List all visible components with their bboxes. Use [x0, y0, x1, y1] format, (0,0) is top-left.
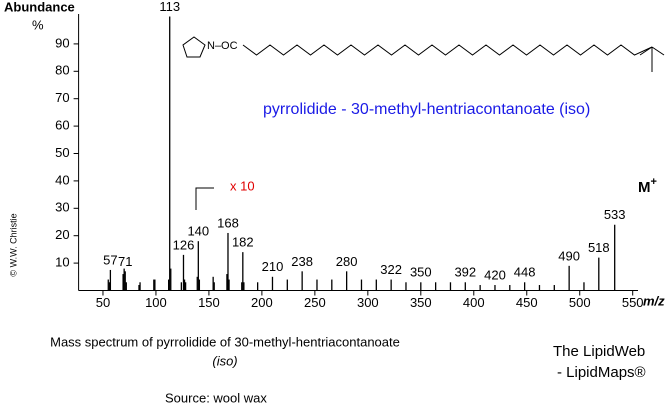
peak-label: 113 [159, 0, 180, 14]
molecular-ion: M+ [638, 176, 657, 196]
caption-line1: Mass spectrum of pyrrolidide of 30-methy… [50, 334, 400, 349]
branch [639, 46, 653, 56]
x-tick-label: 200 [251, 295, 273, 310]
y-tick-label: 80 [55, 63, 69, 78]
peak-label: 57 [103, 252, 117, 267]
peak-label: 126 [173, 237, 195, 252]
m-sup: + [651, 176, 657, 188]
chain [242, 44, 653, 56]
peak-label: 322 [380, 262, 402, 277]
x-tick-label: 350 [410, 295, 432, 310]
x-tick-label: 450 [516, 295, 538, 310]
x-tick-label: 50 [96, 295, 110, 310]
scale-note: x 10 [230, 178, 255, 193]
source: Source: wool wax [165, 390, 267, 405]
peak-label: 238 [291, 254, 313, 269]
chart-title: pyrrolidide - 30-methyl-hentriacontanoat… [263, 101, 590, 118]
scale-bracket [195, 187, 214, 210]
caption-line2: (iso) [212, 353, 237, 368]
peak-label: 490 [558, 248, 580, 263]
peak-label: 518 [588, 240, 610, 255]
y-tick-label: 20 [55, 227, 69, 242]
y-tick-label: 70 [55, 90, 69, 105]
y-tick-label: 30 [55, 200, 69, 215]
peak-label: 448 [514, 265, 536, 280]
structure: N–OC [182, 36, 653, 58]
y-tick-label: 10 [55, 255, 69, 270]
x-tick-label: 150 [198, 295, 220, 310]
m-text: M [638, 179, 651, 196]
x-tick-label: 250 [304, 295, 326, 310]
x-tick-label: 300 [357, 295, 379, 310]
peak-label: 210 [262, 259, 284, 274]
x-tick-label: 100 [145, 295, 167, 310]
y-tick-label: 60 [55, 118, 69, 133]
peak-label: 168 [217, 215, 239, 230]
peak-label: 280 [336, 254, 358, 269]
structure-label: N–OC [207, 40, 238, 52]
y-axis-unit: % [32, 17, 44, 32]
peak-label: 420 [484, 267, 506, 282]
credit-line1: The LipidWeb [553, 343, 645, 360]
peak-label: 71 [118, 254, 132, 269]
ring [182, 36, 206, 58]
x-tick-label: 400 [463, 295, 485, 310]
y-tick-label: 40 [55, 172, 69, 187]
y-axis-label: Abundance [4, 0, 75, 14]
peak-label: 533 [604, 207, 626, 222]
peak-label: 350 [410, 265, 432, 280]
credit-line2: - LipidMaps® [557, 364, 646, 381]
peak-label: 392 [454, 265, 476, 280]
x-tick-label: 500 [569, 295, 591, 310]
copyright: © W.W. Christie [8, 213, 18, 276]
peak-label: 140 [187, 224, 209, 239]
peak-label: 182 [232, 235, 254, 250]
x-tick-label: 550 [622, 295, 644, 310]
branch [651, 46, 665, 56]
x-axis-label: m/z [643, 293, 665, 308]
y-tick-label: 90 [55, 35, 69, 50]
y-tick-label: 50 [55, 145, 69, 160]
